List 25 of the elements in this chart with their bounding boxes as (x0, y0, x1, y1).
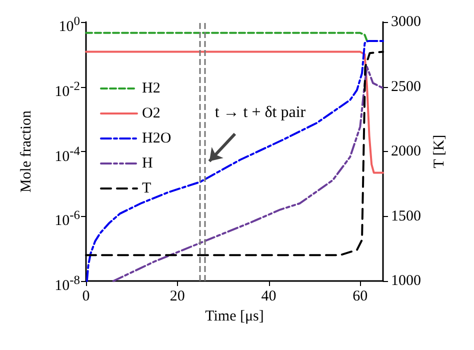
line-series (85, 50, 384, 174)
x-tick-label: 20 (170, 288, 185, 304)
y2-tick-label: 1000 (391, 273, 421, 289)
x-tick-label: 60 (352, 288, 368, 304)
annotation: t → t + δt pair (214, 104, 306, 122)
y2-tick-label: 1500 (391, 208, 421, 224)
line-series (112, 66, 384, 282)
y-tick-label: 10$^{-6}$ (54, 207, 80, 232)
y-tick-label: 10$^{0}$ (58, 13, 80, 37)
y-tick-label: 10$^{-4}$ (54, 142, 80, 166)
x-axis-title: Time [μs] (205, 308, 264, 324)
legend-label: H2 (142, 80, 160, 96)
y2-tick-label: 2500 (391, 78, 421, 95)
legend-label: T (142, 180, 152, 196)
x-tick-label: 0 (82, 288, 90, 304)
x-tick-label: 40 (261, 288, 276, 304)
legend-label: O2 (142, 106, 160, 122)
y-tick-label: 10$^{-8}$ (54, 272, 80, 296)
y2-axis-title: T [K] (431, 134, 448, 168)
y-axis-title: Mole fraction (18, 110, 34, 193)
y-tick-label: 10$^{-2}$ (54, 78, 80, 102)
y2-tick-label: 3000 (391, 14, 421, 30)
y2-tick-label: 2000 (391, 144, 421, 160)
legend-label: H (142, 156, 153, 172)
legend-label: H2O (142, 130, 172, 146)
